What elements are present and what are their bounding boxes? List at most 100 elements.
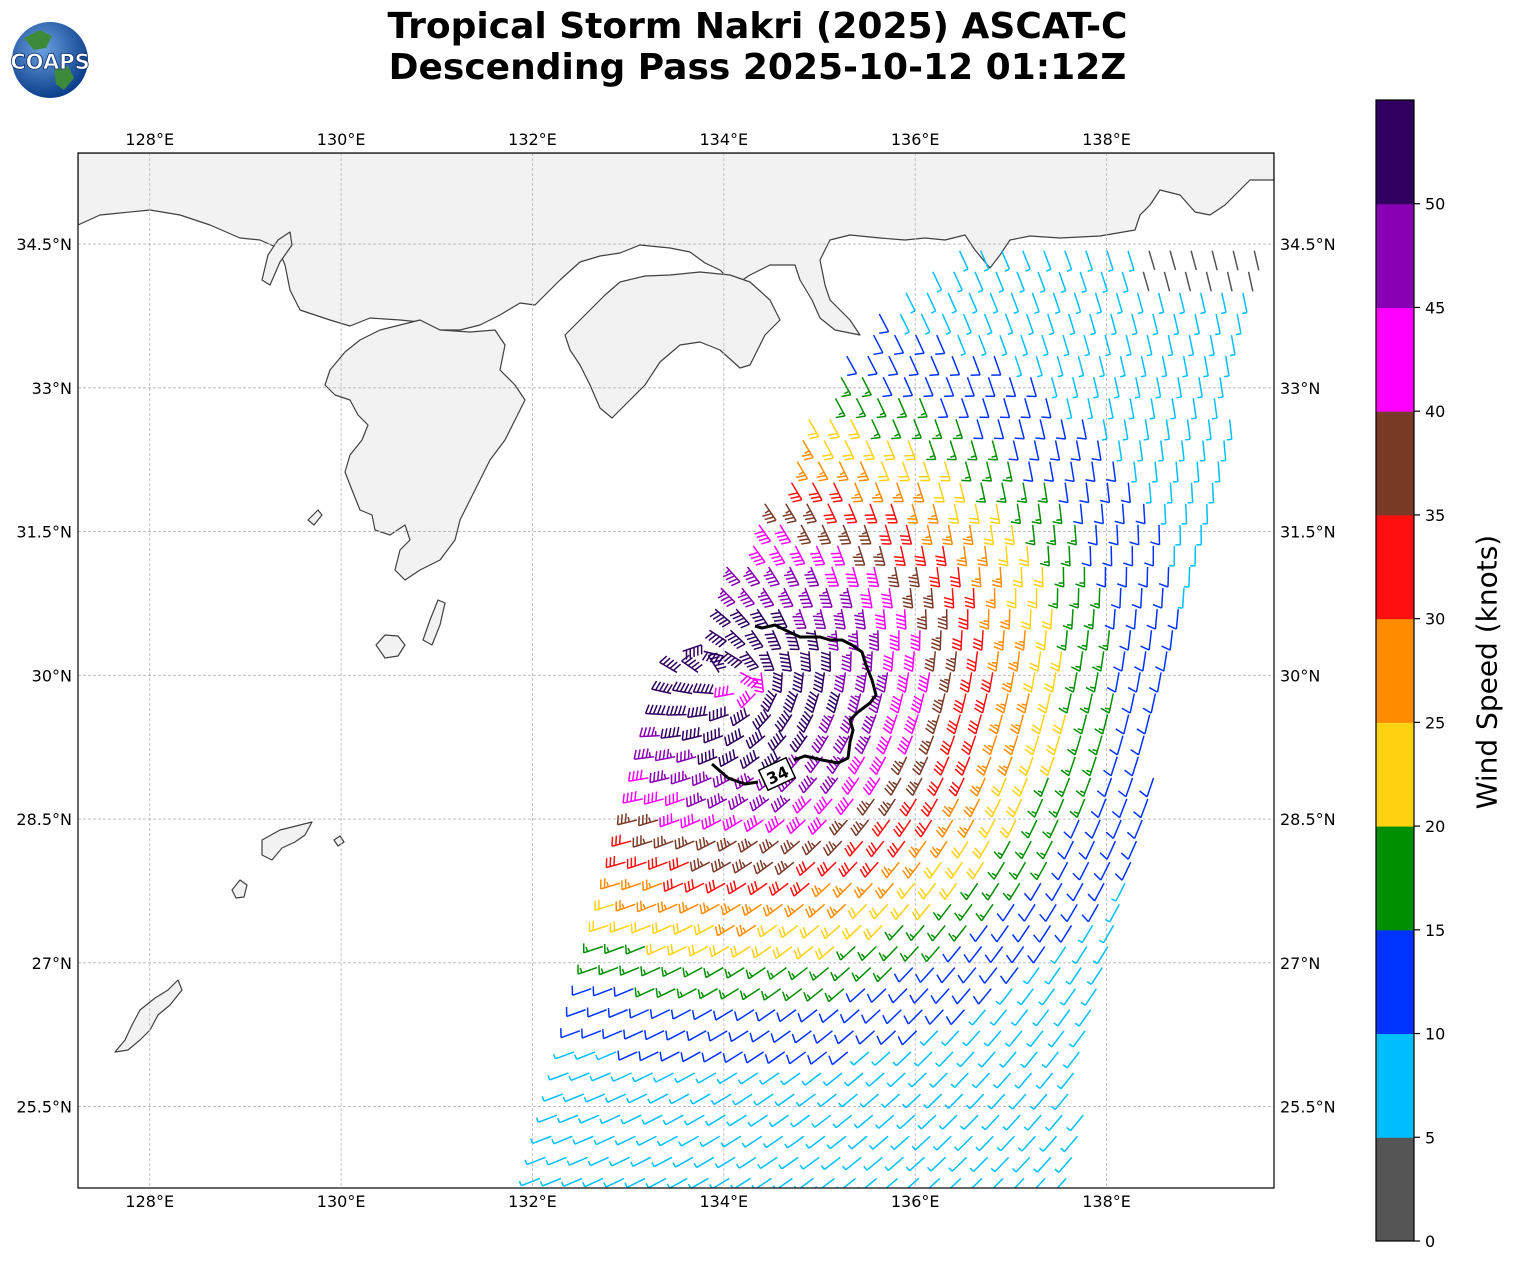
wind-barb (902, 587, 914, 609)
wind-barb (990, 1156, 1010, 1173)
wind-barb (518, 1177, 541, 1187)
wind-barb (879, 524, 892, 545)
wind-barb (1099, 482, 1111, 504)
wind-barb (977, 545, 988, 567)
wind-barb (900, 1177, 920, 1188)
wind-barb (568, 1072, 590, 1082)
wind-barb (1011, 1156, 1031, 1173)
wind-barb (801, 440, 814, 461)
wind-barb (972, 840, 990, 859)
wind-barb (1188, 334, 1195, 357)
wind-barb (1054, 925, 1073, 943)
wind-barb (1093, 861, 1111, 881)
wind-barb (824, 566, 840, 587)
left-lat-tick-label: 27°N (32, 954, 72, 973)
wind-barb (755, 1009, 776, 1022)
wind-barb (1029, 651, 1042, 672)
wind-barb (1020, 398, 1031, 419)
wind-barb (718, 988, 740, 1000)
wind-barb (859, 1093, 879, 1108)
wind-barb (954, 903, 973, 921)
wind-barb (966, 861, 985, 880)
wind-barb (826, 1135, 847, 1150)
wind-barb (1106, 672, 1120, 693)
wind-barb (847, 756, 866, 775)
wind-barb (1071, 651, 1084, 672)
wind-barb (691, 1009, 713, 1021)
wind-barb (956, 1051, 975, 1068)
wind-barb (1119, 630, 1132, 651)
wind-barb (808, 967, 830, 981)
wind-barb (695, 1072, 717, 1084)
wind-barb (866, 988, 887, 1004)
wind-barb (668, 1093, 690, 1105)
wind-barb (945, 651, 958, 672)
wind-barb (1065, 967, 1082, 985)
wind-barb (1169, 545, 1176, 567)
wind-barb (1025, 313, 1034, 336)
wind-barb (996, 1135, 1015, 1152)
wind-barb (1100, 693, 1115, 714)
wind-barb (926, 924, 946, 942)
wind-barb (832, 1114, 853, 1129)
wind-barb (661, 966, 682, 978)
wind-barb (1062, 609, 1074, 630)
wind-barb (855, 397, 867, 419)
wind-barb (683, 1114, 705, 1126)
colorbar-tick-label: 30 (1425, 610, 1445, 629)
wind-barb (687, 705, 708, 719)
wind-barb (586, 1007, 607, 1018)
wind-barb (970, 355, 981, 376)
wind-barb (919, 1030, 939, 1046)
wind-barb (1060, 1135, 1079, 1153)
colorbar-frame (1375, 99, 1415, 1242)
wind-barb (1193, 461, 1200, 483)
colorbar-tick-label: 5 (1425, 1128, 1435, 1147)
wind-barb (651, 680, 673, 695)
wind-barb (1241, 292, 1248, 315)
wind-barb (1115, 714, 1130, 735)
wind-barb (945, 1009, 966, 1026)
wind-barb (662, 1114, 684, 1126)
wind-barb (1102, 756, 1118, 777)
wind-barb (1121, 693, 1136, 714)
wind-barb (1079, 693, 1093, 714)
wind-barb (1004, 524, 1015, 546)
wind-barb (1064, 250, 1073, 272)
wind-barb (923, 1093, 943, 1109)
wind-barb (1077, 925, 1094, 944)
wind-barb (571, 985, 592, 996)
wind-barb (820, 1156, 841, 1171)
wind-barb (865, 840, 885, 858)
wind-barb (1054, 1156, 1073, 1173)
wind-barb (902, 861, 921, 879)
wind-barb (744, 629, 764, 651)
wind-barb (903, 1009, 923, 1025)
wind-barb (731, 1093, 753, 1106)
wind-barb (682, 966, 703, 978)
wind-barb (778, 587, 794, 609)
wind-barb (844, 1072, 864, 1087)
wind-barb (1050, 946, 1067, 964)
wind-barb (1226, 419, 1233, 441)
wind-barb (949, 566, 961, 588)
wind-barb (1048, 588, 1059, 609)
wind-barb (899, 798, 917, 817)
wind-barb (819, 775, 839, 795)
wind-barb (774, 524, 792, 545)
wind-barb (1023, 1114, 1042, 1131)
wind-barb (884, 1156, 904, 1172)
wind-barb (716, 1072, 738, 1085)
wind-barb (665, 792, 686, 807)
wind-barb (893, 545, 906, 567)
wind-barb (920, 313, 931, 335)
wind-barb (910, 630, 921, 651)
wind-barb (935, 1051, 954, 1067)
wind-barb (804, 566, 820, 587)
wind-barb (822, 840, 843, 857)
wind-barb (911, 419, 922, 440)
wind-barb (730, 1177, 751, 1188)
wind-barb (1039, 756, 1055, 777)
wind-barb (647, 856, 668, 871)
wind-barb (701, 814, 722, 830)
